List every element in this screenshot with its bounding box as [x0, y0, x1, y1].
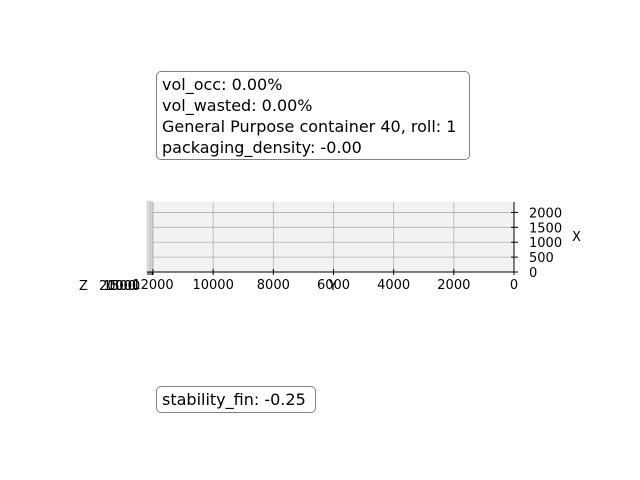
vol-wasted-text: vol_wasted: 0.00% [162, 96, 313, 115]
y-tick-label: 2000 [437, 278, 470, 293]
y-tick-label: 0 [510, 278, 518, 293]
plot-axes [147, 202, 518, 275]
z-axis-title: Z [79, 279, 88, 294]
y-tick-label: 6000 [317, 278, 350, 293]
y-tick-label: 10000 [192, 278, 233, 293]
z-tick-label: 2000 [99, 279, 132, 294]
x-tick-label: 500 [529, 251, 554, 266]
z-tick-label: 1000 [107, 279, 140, 294]
plot-panes [146, 200, 514, 273]
container-text: General Purpose container 40, roll: 1 [162, 117, 457, 136]
y-tick-label: 12000 [132, 278, 173, 293]
x-tick-label: 0 [529, 266, 537, 281]
x-axis-title: X [572, 230, 581, 245]
z-tick-label: 1500 [103, 279, 136, 294]
z-tick-label: 500 [111, 279, 136, 294]
x-tick-label: 2000 [529, 206, 562, 221]
y-tick-label: 4000 [377, 278, 410, 293]
packaging-density-text: packaging_density: -0.00 [162, 138, 362, 157]
x-tick-label: 1500 [529, 221, 562, 236]
y-axis-title: Y [328, 279, 337, 294]
stability-fin-text: stability_fin: -0.25 [162, 390, 306, 409]
x-tick-label: 1000 [529, 236, 562, 251]
vol-occ-text: vol_occ: 0.00% [162, 75, 283, 94]
z-tick-label: 0 [115, 279, 123, 294]
stability-box: stability_fin: -0.25 [156, 386, 316, 413]
y-tick-label: 8000 [257, 278, 290, 293]
info-box: vol_occ: 0.00% vol_wasted: 0.00% General… [156, 71, 470, 160]
plot-labels: 12000 10000 8000 6000 4000 2000 02000150010005… [79, 206, 581, 294]
